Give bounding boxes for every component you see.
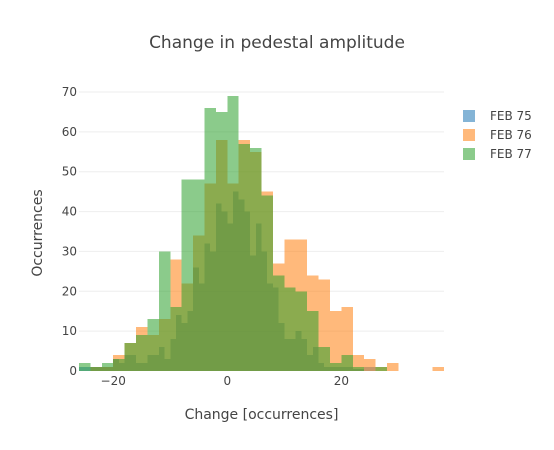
histogram-bar[interactable] bbox=[158, 251, 171, 371]
histogram-bar[interactable] bbox=[284, 287, 296, 371]
histogram-bars bbox=[79, 95, 444, 371]
histogram-bar[interactable] bbox=[318, 347, 330, 371]
legend-label: FEB 75 bbox=[490, 108, 532, 123]
legend-label: FEB 76 bbox=[490, 127, 532, 142]
y-tick-label: 20 bbox=[62, 284, 77, 298]
histogram-bar[interactable] bbox=[79, 363, 91, 371]
histogram-bar[interactable] bbox=[147, 319, 159, 371]
histogram-bar[interactable] bbox=[181, 179, 194, 371]
histogram-bar[interactable] bbox=[341, 355, 353, 371]
y-tick-label: 40 bbox=[62, 205, 77, 219]
histogram-bar[interactable] bbox=[227, 95, 239, 371]
histogram-bar[interactable] bbox=[124, 343, 137, 371]
histogram-bar[interactable] bbox=[113, 359, 125, 371]
histogram-bar[interactable] bbox=[261, 195, 273, 371]
legend-swatch bbox=[463, 147, 475, 160]
histogram-bar[interactable] bbox=[307, 311, 319, 371]
histogram-bar[interactable] bbox=[375, 367, 387, 371]
histogram-bar[interactable] bbox=[101, 363, 114, 371]
histogram-bar[interactable] bbox=[250, 147, 262, 371]
histogram-bar[interactable] bbox=[215, 111, 228, 371]
y-tick-label: 50 bbox=[62, 165, 77, 179]
histogram-bar[interactable] bbox=[329, 363, 342, 371]
legend: FEB 75 FEB 76 FEB 77 bbox=[463, 106, 532, 163]
histogram-bar[interactable] bbox=[238, 143, 251, 371]
histogram-bar[interactable] bbox=[352, 355, 365, 371]
chart-title: Change in pedestal amplitude bbox=[149, 33, 405, 53]
x-tick-label: 0 bbox=[223, 374, 231, 388]
y-tick-label: 60 bbox=[62, 125, 77, 139]
y-tick-label: 10 bbox=[62, 324, 77, 338]
histogram-bar[interactable] bbox=[272, 275, 285, 371]
legend-label: FEB 77 bbox=[490, 146, 532, 161]
legend-item-feb-77[interactable]: FEB 77 bbox=[463, 144, 532, 163]
histogram-bar[interactable] bbox=[90, 367, 102, 371]
histogram-bar[interactable] bbox=[318, 279, 330, 371]
histogram-bar[interactable] bbox=[386, 363, 399, 371]
legend-item-feb-75[interactable]: FEB 75 bbox=[463, 106, 532, 125]
x-tick-label: −20 bbox=[101, 374, 126, 388]
histogram-bar[interactable] bbox=[432, 367, 444, 371]
histogram-bar[interactable] bbox=[352, 367, 365, 371]
histogram-bar[interactable] bbox=[364, 359, 376, 371]
histogram-bar[interactable] bbox=[204, 107, 216, 371]
legend-swatch bbox=[463, 128, 475, 141]
legend-swatch bbox=[463, 109, 475, 122]
histogram-bar[interactable] bbox=[193, 179, 205, 371]
histogram-bar[interactable] bbox=[341, 307, 353, 371]
legend-item-feb-76[interactable]: FEB 76 bbox=[463, 125, 532, 144]
y-tick-label: 30 bbox=[62, 244, 77, 258]
histogram-bar[interactable] bbox=[136, 335, 148, 371]
x-axis-label: Change [occurrences] bbox=[184, 407, 339, 423]
histogram-bar[interactable] bbox=[329, 311, 342, 371]
histogram-bar[interactable] bbox=[170, 307, 182, 371]
y-axis-ticks: 0 10 20 30 40 50 60 70 bbox=[62, 85, 77, 378]
x-axis-ticks: −20 0 20 bbox=[101, 374, 349, 388]
y-axis-label: Occurrences bbox=[30, 189, 46, 277]
y-tick-label: 70 bbox=[62, 85, 77, 99]
histogram-bar[interactable] bbox=[295, 291, 308, 371]
y-tick-label: 0 bbox=[69, 364, 77, 378]
x-tick-label: 20 bbox=[334, 374, 349, 388]
series-feb-77 bbox=[79, 95, 387, 371]
